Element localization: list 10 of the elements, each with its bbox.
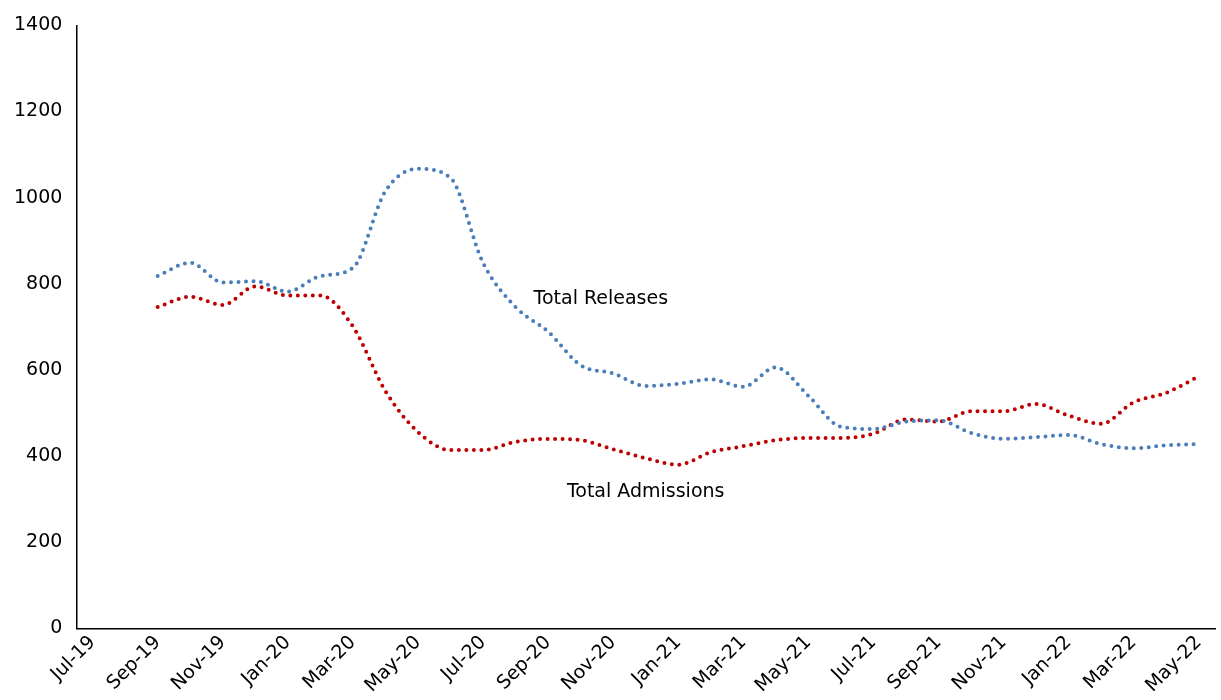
y-tick-label: 1000 <box>13 184 63 207</box>
y-tick-label: 1400 <box>13 12 63 35</box>
series-label: Total Releases <box>532 286 669 309</box>
y-tick-label: 0 <box>50 615 63 638</box>
series-label: Total Admissions <box>565 479 725 502</box>
y-tick-label: 400 <box>26 443 63 466</box>
y-tick-label: 800 <box>26 270 63 293</box>
y-tick-label: 200 <box>26 529 63 552</box>
y-tick-label: 600 <box>26 356 63 379</box>
y-tick-label: 1200 <box>13 98 63 121</box>
